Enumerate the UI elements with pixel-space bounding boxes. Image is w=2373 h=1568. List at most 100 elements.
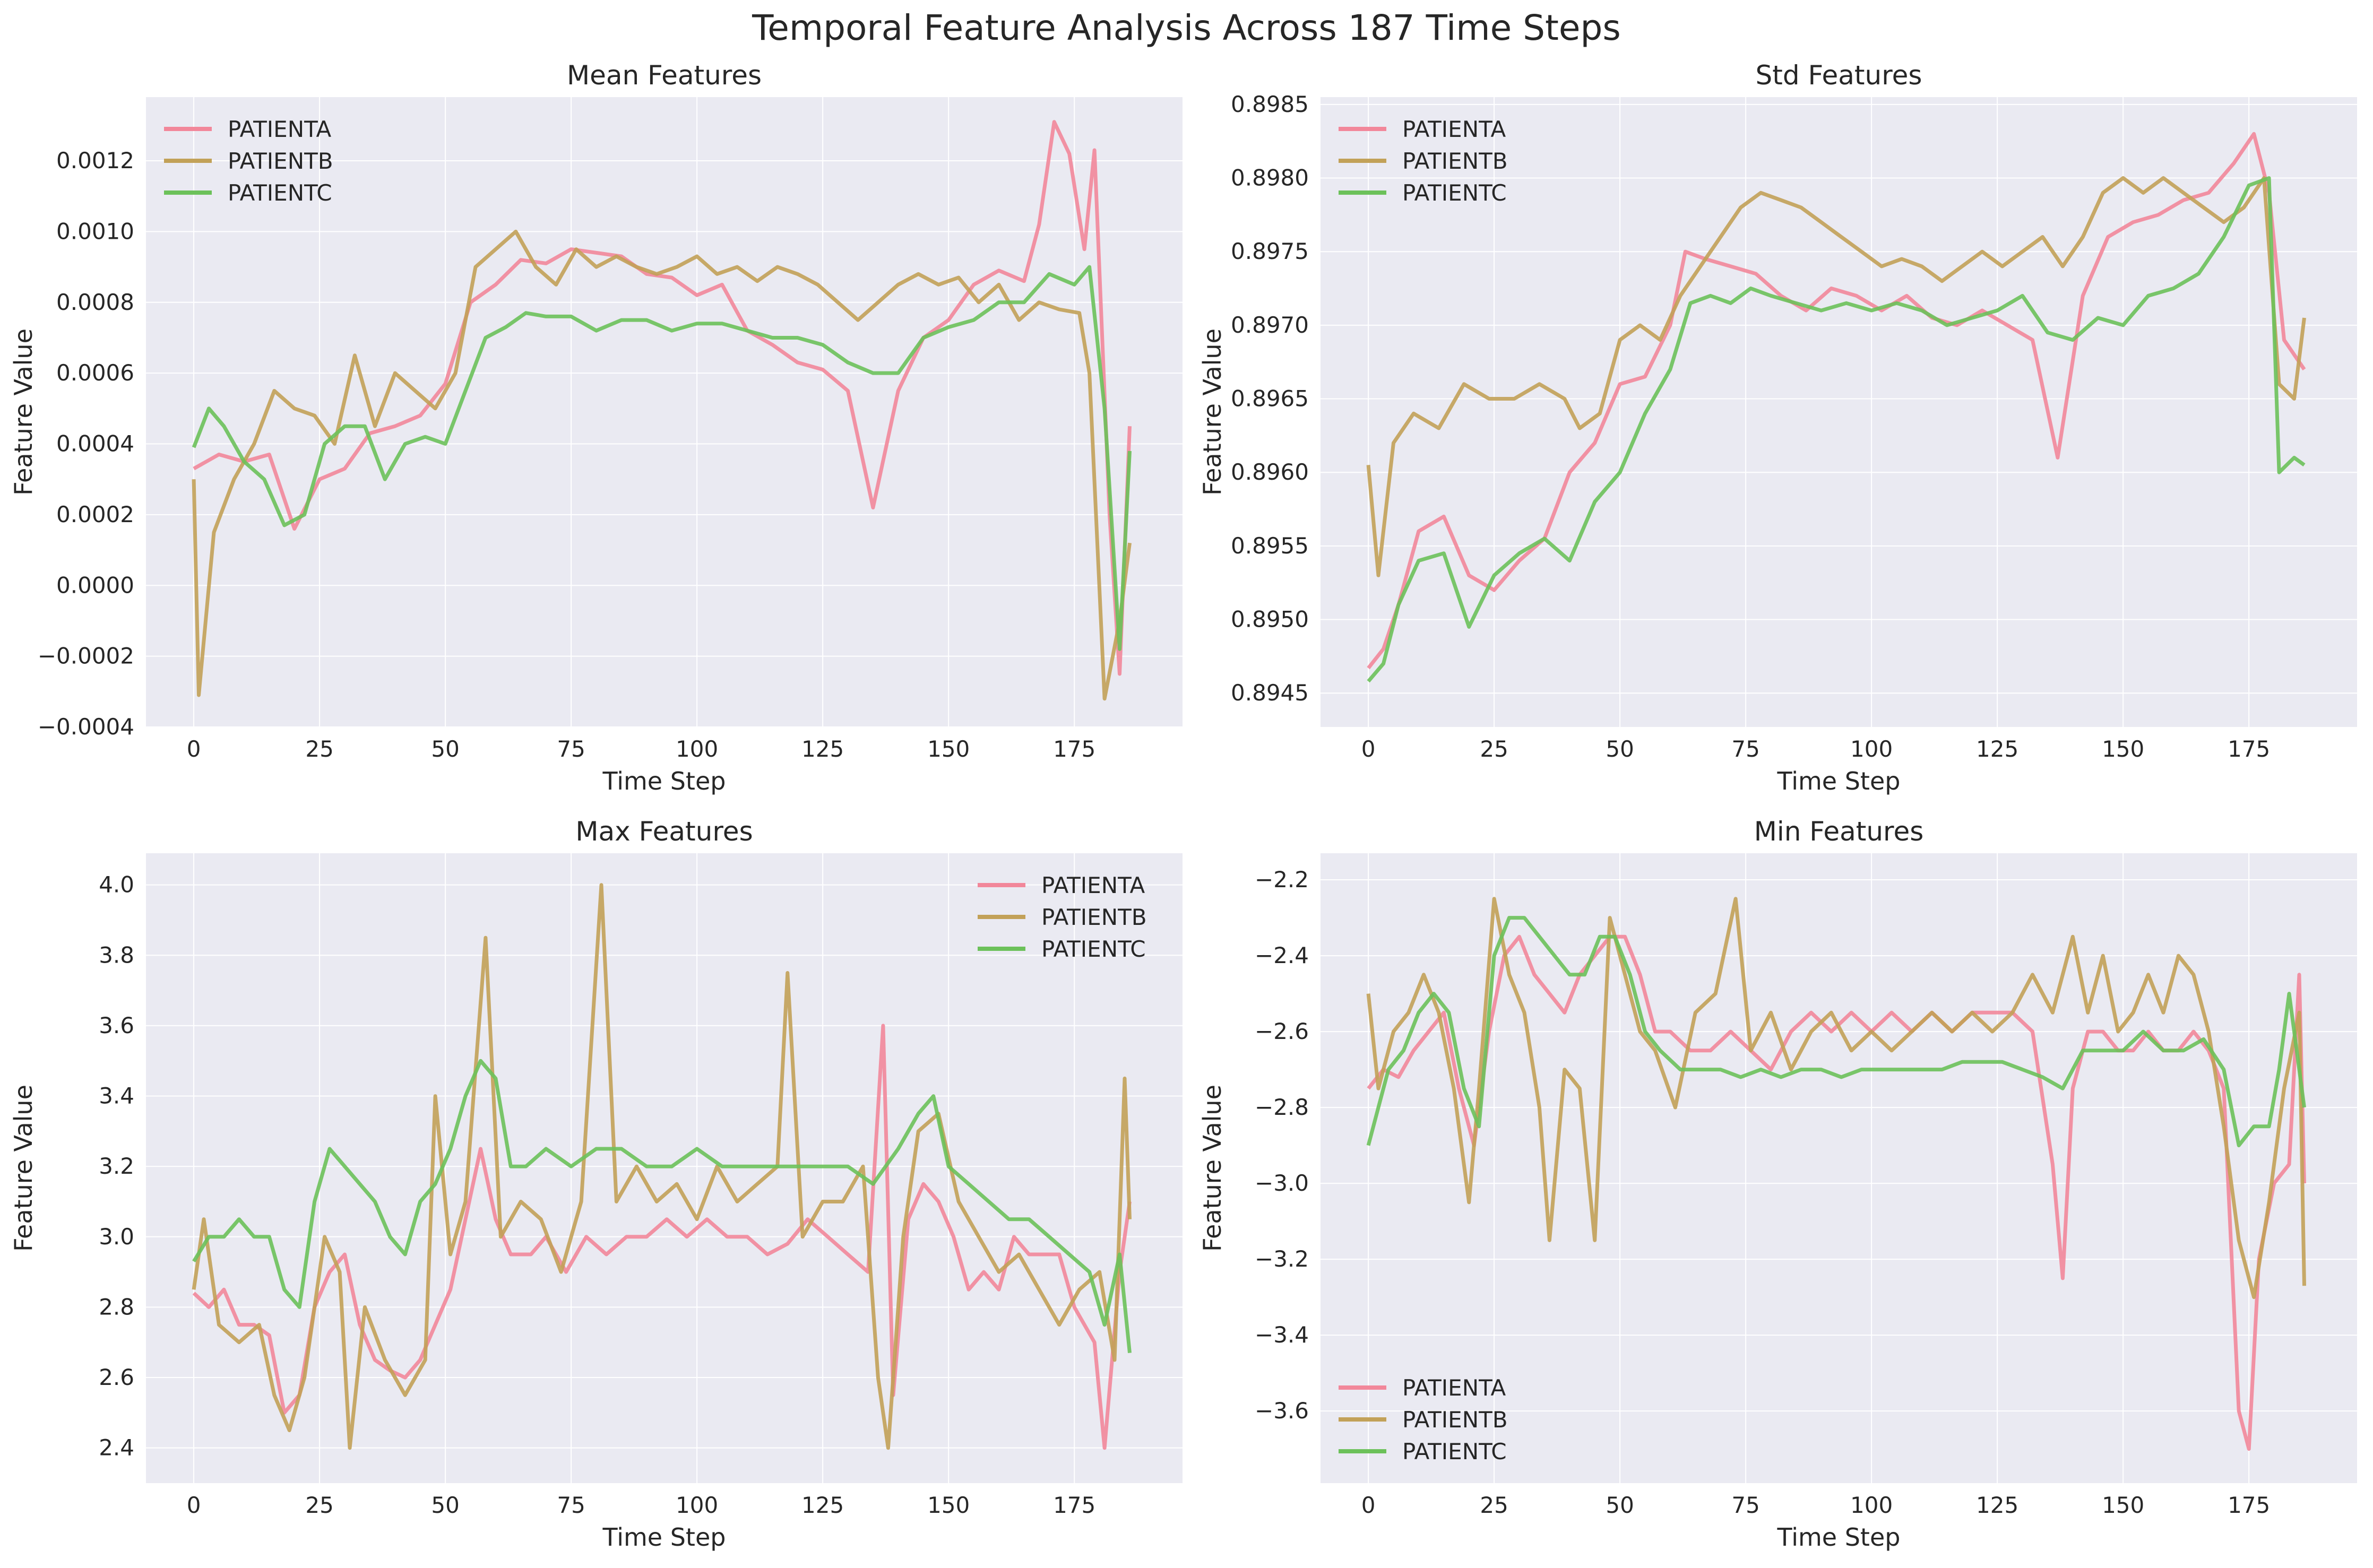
y-tick-label: −3.4 bbox=[1255, 1322, 1309, 1348]
x-tick-label: 150 bbox=[927, 1492, 970, 1518]
y-tick-label: 3.6 bbox=[99, 1012, 134, 1038]
y-tick-label: 3.8 bbox=[99, 942, 134, 968]
y-tick-label: −3.0 bbox=[1255, 1170, 1309, 1196]
y-tick-label: 0.8950 bbox=[1231, 607, 1309, 633]
x-tick-label: 0 bbox=[187, 1492, 201, 1518]
subplot-3: 0 25 50 75 100 125 150 175 2.4 2.6 2.8 3.0 3.2 3.4 3.6… bbox=[9, 816, 1183, 1552]
y-tick-label: 0.8980 bbox=[1231, 165, 1309, 191]
series-line-patientb bbox=[192, 229, 1132, 701]
legend-label: PATIENTC bbox=[228, 180, 332, 206]
legend-label: PATIENTA bbox=[1402, 116, 1506, 142]
x-tick-label: 125 bbox=[801, 1492, 844, 1518]
y-tick-label: 0.0000 bbox=[56, 572, 134, 598]
series-line-patienta bbox=[193, 120, 1132, 676]
y-tick-label: 0.8955 bbox=[1231, 533, 1309, 559]
series-line-patientc bbox=[1366, 916, 2306, 1148]
figure-title: Temporal Feature Analysis Across 187 Tim… bbox=[752, 7, 1621, 48]
legend: PATIENTA PATIENTB PATIENTC bbox=[1339, 1375, 1508, 1465]
x-tick-label: 25 bbox=[1480, 736, 1508, 762]
x-tick-label: 150 bbox=[927, 736, 970, 762]
y-tick-label: −3.2 bbox=[1255, 1246, 1309, 1272]
series-line-patienta bbox=[1367, 934, 2306, 1451]
x-tick-label: 175 bbox=[1053, 1492, 1095, 1518]
x-tick-label: 0 bbox=[1361, 736, 1376, 762]
legend-label: PATIENTA bbox=[1041, 872, 1145, 898]
y-tick-label: −2.2 bbox=[1255, 867, 1309, 893]
legend-label: PATIENTC bbox=[1402, 1439, 1507, 1465]
legend-label: PATIENTB bbox=[1041, 904, 1147, 930]
x-tick-label: 100 bbox=[1850, 1492, 1893, 1518]
x-tick-label: 75 bbox=[557, 736, 585, 762]
legend-label: PATIENTA bbox=[228, 116, 332, 142]
subplot-2: 0 25 50 75 100 125 150 175 0.8945 0.8950 0.8955 0.8… bbox=[1198, 60, 2357, 795]
y-tick-label: 0.0010 bbox=[56, 218, 134, 244]
x-tick-label: 175 bbox=[2228, 736, 2270, 762]
plot-area bbox=[1321, 97, 2357, 727]
series-line-patientb bbox=[1366, 176, 2306, 577]
legend-label: PATIENTB bbox=[1402, 1407, 1508, 1433]
y-tick-label: 0.8945 bbox=[1231, 680, 1309, 706]
y-tick-label: 3.2 bbox=[99, 1153, 134, 1179]
y-tick-label: 0.8970 bbox=[1231, 312, 1309, 338]
x-tick-label: 25 bbox=[305, 736, 333, 762]
y-tick-label: −2.4 bbox=[1255, 942, 1309, 968]
subplot-4: 0 25 50 75 100 125 150 175 −3.6 −3.4 −3.2 −3.0 −2.8 −… bbox=[1198, 816, 2357, 1552]
legend: PATIENTA PATIENTB PATIENTC bbox=[164, 116, 333, 206]
y-tick-label: −2.8 bbox=[1255, 1094, 1309, 1120]
y-tick-label: −0.0002 bbox=[38, 643, 134, 669]
legend-label: PATIENTB bbox=[1402, 148, 1508, 174]
x-tick-label: 0 bbox=[187, 736, 201, 762]
x-tick-label: 100 bbox=[676, 736, 718, 762]
y-tick-label: 3.0 bbox=[99, 1224, 134, 1250]
x-axis-label: Time Step bbox=[602, 767, 726, 795]
y-tick-label: 3.4 bbox=[99, 1083, 134, 1109]
series-line-patientc bbox=[1367, 176, 2306, 683]
x-tick-label: 125 bbox=[1976, 736, 2018, 762]
y-tick-label: 0.0004 bbox=[56, 431, 134, 457]
y-tick-label: 2.4 bbox=[99, 1435, 134, 1461]
y-tick-label: 0.8985 bbox=[1231, 91, 1309, 117]
y-tick-label: 0.8965 bbox=[1231, 386, 1309, 412]
legend-label: PATIENTB bbox=[228, 148, 333, 174]
subplot-title: Mean Features bbox=[567, 60, 762, 91]
series-line-patientb bbox=[192, 883, 1132, 1450]
series-line-patienta bbox=[1367, 132, 2306, 670]
y-tick-label: −2.6 bbox=[1255, 1018, 1309, 1044]
x-tick-label: 50 bbox=[1606, 736, 1634, 762]
x-tick-label: 175 bbox=[1053, 736, 1095, 762]
x-tick-label: 50 bbox=[431, 736, 459, 762]
legend-label: PATIENTA bbox=[1402, 1375, 1506, 1401]
y-tick-label: −0.0004 bbox=[38, 714, 134, 740]
x-tick-label: 100 bbox=[1850, 736, 1893, 762]
subplot-title: Max Features bbox=[575, 816, 753, 847]
y-tick-label: 0.0012 bbox=[56, 148, 134, 174]
subplot-1: 0 25 50 75 100 125 150 175 −0.0004 −0.0002 0.0000 0… bbox=[9, 60, 1183, 795]
x-axis-label: Time Step bbox=[1777, 1523, 1901, 1552]
y-axis-label: Feature Value bbox=[9, 328, 38, 496]
y-tick-label: 2.8 bbox=[99, 1294, 134, 1320]
y-tick-label: 0.8960 bbox=[1231, 459, 1309, 485]
plot-area bbox=[146, 97, 1183, 727]
legend: PATIENTA PATIENTB PATIENTC bbox=[1339, 116, 1508, 206]
x-tick-label: 50 bbox=[1606, 1492, 1634, 1518]
x-tick-label: 50 bbox=[431, 1492, 459, 1518]
x-tick-label: 150 bbox=[2102, 1492, 2144, 1518]
legend-label: PATIENTC bbox=[1402, 180, 1507, 206]
x-tick-label: 150 bbox=[2102, 736, 2144, 762]
x-tick-label: 175 bbox=[2228, 1492, 2270, 1518]
y-tick-label: 4.0 bbox=[99, 872, 134, 898]
y-tick-label: 0.0002 bbox=[56, 501, 134, 527]
y-tick-label: 2.6 bbox=[99, 1364, 134, 1390]
y-tick-label: 0.8975 bbox=[1231, 238, 1309, 264]
series-line-patientc bbox=[192, 265, 1132, 651]
x-axis-label: Time Step bbox=[602, 1523, 726, 1552]
x-tick-label: 125 bbox=[801, 736, 844, 762]
y-axis-label: Feature Value bbox=[1198, 328, 1227, 496]
x-tick-label: 75 bbox=[557, 1492, 585, 1518]
subplot-title: Std Features bbox=[1756, 60, 1922, 91]
x-tick-label: 25 bbox=[305, 1492, 333, 1518]
y-tick-label: 0.0008 bbox=[56, 289, 134, 315]
x-tick-label: 125 bbox=[1976, 1492, 2018, 1518]
x-tick-label: 75 bbox=[1731, 736, 1759, 762]
